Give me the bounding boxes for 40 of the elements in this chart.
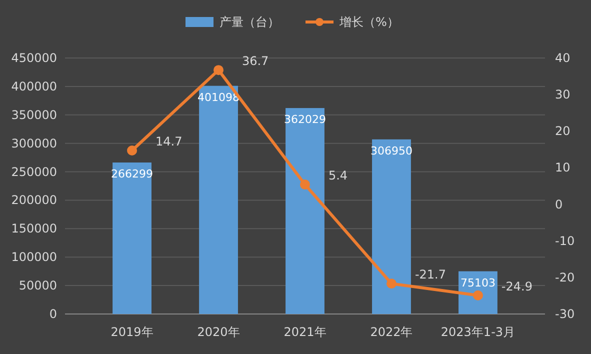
legend-label: 产量（台） — [220, 15, 280, 29]
y-tick-label: 150000 — [11, 222, 57, 236]
y2-tick-label: 0 — [555, 197, 563, 212]
legend-label: 增长（%） — [338, 15, 399, 29]
x-tick-label: 2019年 — [110, 325, 154, 339]
y2-tick-label: -30 — [555, 307, 575, 321]
x-tick-label: 2023年1-3月 — [440, 325, 516, 339]
x-tick-label: 2022年 — [370, 325, 413, 339]
y2-tick-label: -10 — [555, 234, 575, 248]
y2-tick-label: 20 — [555, 124, 570, 138]
bar — [372, 139, 411, 314]
y-tick-label: 450000 — [11, 51, 57, 65]
y-tick-label: 50000 — [18, 278, 57, 293]
data-label: 14.7 — [155, 134, 182, 149]
point — [472, 290, 483, 300]
y-tick-label: 250000 — [11, 164, 57, 179]
x-tick-label: 2021年 — [284, 325, 326, 339]
point — [214, 65, 224, 76]
point — [300, 180, 310, 190]
y2-tick-label: 40 — [555, 51, 570, 65]
data-label: 75103 — [460, 276, 496, 290]
y2-tick-label: 30 — [555, 88, 570, 102]
data-label: 5.4 — [328, 168, 348, 183]
x-tick-label: 2020年 — [197, 325, 240, 339]
y-tick-label: 100000 — [11, 250, 57, 264]
y-tick-label: 200000 — [11, 193, 57, 208]
point — [127, 146, 138, 156]
point — [386, 278, 396, 289]
bar — [286, 108, 324, 314]
bar — [112, 162, 152, 314]
y-tick-label: 0 — [49, 307, 57, 321]
y-tick-label: 300000 — [11, 136, 57, 150]
y-tick-label: 400000 — [11, 79, 57, 94]
data-label: 36.7 — [242, 54, 269, 68]
y-tick-label: 350000 — [11, 108, 57, 122]
data-label: -24.9 — [501, 279, 532, 294]
y2-tick-label: 10 — [555, 160, 570, 175]
y2-tick-label: -20 — [555, 270, 575, 284]
data-label: -21.7 — [414, 268, 446, 282]
bar — [199, 86, 238, 314]
